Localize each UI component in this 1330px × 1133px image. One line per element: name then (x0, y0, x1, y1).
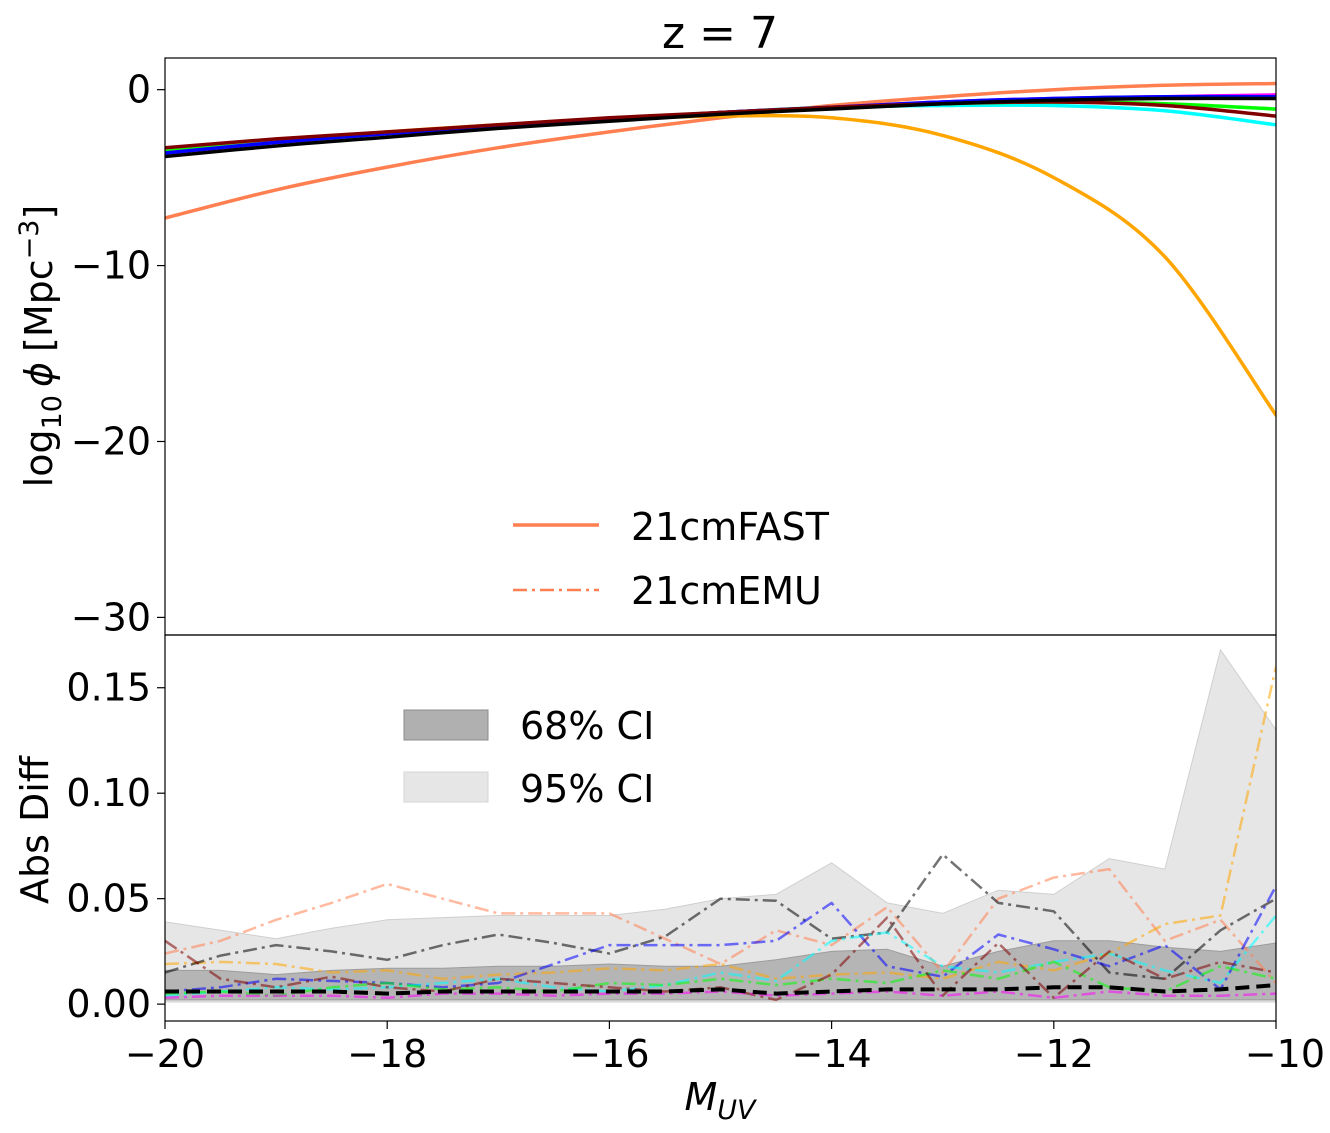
x-tick-label: −12 (1014, 1032, 1094, 1076)
x-tick-label: −16 (569, 1032, 649, 1076)
x-tick-label: −20 (125, 1032, 205, 1076)
bottom-y-tick-label: 0.05 (66, 877, 151, 921)
legend-patch-ci95 (403, 771, 489, 803)
bottom-y-axis-label: Abs Diff (13, 755, 57, 904)
top-y-axis: 0 −10 −20 −30 (71, 68, 165, 639)
xlabel-main: M (684, 1075, 717, 1119)
ylabel-sup: −3 (14, 220, 45, 260)
xlabel-sub: UV (717, 1095, 758, 1126)
diff-series-line-5 (165, 960, 1276, 997)
top-y-tick-label: −30 (71, 595, 151, 639)
diff-series-line-4 (165, 914, 1276, 997)
top-y-axis-label: log10 ϕ [Mpc−3] (14, 205, 68, 488)
top-series-line-6 (165, 100, 1276, 150)
top-series-line-7 (165, 96, 1276, 159)
bottom-panel-plot (165, 648, 1276, 1003)
x-axis-label: MUV (684, 1075, 758, 1126)
bottom-y-axis: 0.00 0.05 0.10 0.15 (66, 666, 165, 1026)
legend-label-21cmfast: 21cmFAST (631, 505, 830, 549)
ylabel-prefix: log (17, 429, 61, 487)
x-tick-label: −18 (347, 1032, 427, 1076)
legend-label-21cmemu: 21cmEMU (631, 569, 822, 613)
diff-series-line-3 (165, 885, 1276, 993)
bottom-panel-frame (164, 634, 1277, 1022)
top-y-tick-label: 0 (127, 68, 151, 112)
x-tick-label: −10 (1245, 1032, 1325, 1076)
top-panel-plot (165, 81, 1276, 417)
diff-series-line-6 (165, 916, 1276, 1002)
ci68-band (165, 940, 1276, 1001)
top-y-tick-label: −10 (71, 244, 151, 288)
legend-patch-ci68 (403, 709, 489, 741)
ci95-band (165, 648, 1276, 1003)
top-legend: 21cmFAST 21cmEMU (513, 505, 830, 613)
legend-label-ci68: 68% CI (520, 704, 654, 748)
x-axis: −20 −18 −16 −14 −12 −10 (125, 1021, 1325, 1076)
bottom-y-tick-label: 0.10 (66, 771, 151, 815)
bottom-y-tick-label: 0.15 (66, 666, 151, 710)
top-series-line-3 (165, 100, 1276, 153)
ylabel-sub: 10 (37, 395, 68, 429)
bottom-legend: 68% CI 95% CI (403, 704, 654, 811)
chart-title: z = 7 (662, 8, 778, 59)
ylabel-phi: ϕ (17, 362, 61, 387)
bottom-y-tick-label: 0.00 (66, 982, 151, 1026)
top-series-line-1 (165, 113, 1276, 417)
diff-series-line-0 (165, 867, 1276, 984)
ylabel-unit: [Mpc (17, 259, 61, 352)
top-series-line-5 (165, 94, 1276, 155)
median-diff-line (165, 983, 1276, 996)
top-y-tick-label: −20 (71, 419, 151, 463)
x-tick-label: −14 (791, 1032, 871, 1076)
ylabel-close: ] (17, 205, 61, 220)
diff-series-line-7 (165, 990, 1276, 1000)
diff-series-line-2 (165, 853, 1276, 981)
legend-label-ci95: 95% CI (520, 767, 654, 811)
